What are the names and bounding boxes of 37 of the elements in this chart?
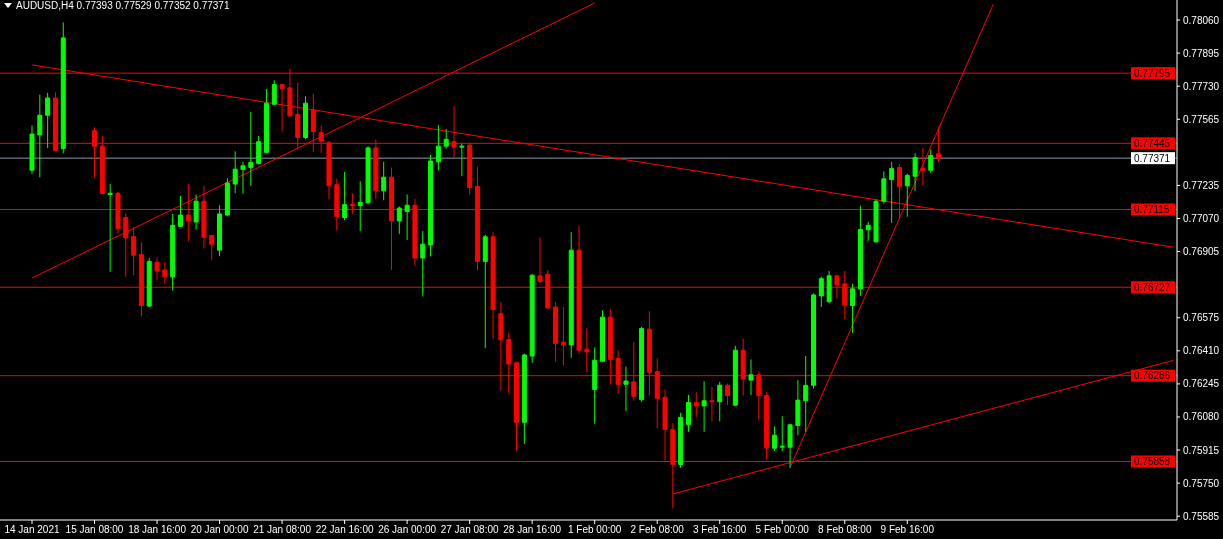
ref-line-label: 0.77795 [1134, 67, 1171, 79]
y-tick-label: 0.76245 [1183, 378, 1220, 390]
ref-line-label: 0.77115 [1134, 203, 1170, 215]
y-tick-label: 0.75585 [1183, 510, 1220, 522]
x-tick-label: 9 Feb 16:00 [880, 524, 935, 535]
x-tick-label: 21 Jan 08:00 [253, 524, 312, 535]
y-tick-label: 0.76410 [1183, 345, 1220, 357]
x-tick-label: 15 Jan 08:00 [65, 524, 124, 535]
x-tick-label: 18 Jan 16:00 [128, 524, 187, 535]
x-tick-label: 3 Feb 16:00 [693, 524, 747, 535]
y-tick-label: 0.76575 [1183, 312, 1220, 324]
x-tick-label: 14 Jan 2021 [4, 524, 60, 535]
x-tick-label: 5 Feb 00:00 [755, 524, 810, 535]
chart-title: AUDUSD,H4 0.77393 0.77529 0.77352 0.77371 [16, 0, 230, 11]
ref-line-label: 0.76727 [1134, 281, 1171, 293]
y-tick-label: 0.77070 [1183, 213, 1220, 224]
ref-line-label: 0.77445 [1134, 137, 1171, 149]
x-tick-label: 8 Feb 08:00 [818, 524, 872, 535]
y-tick-label: 0.75750 [1183, 477, 1220, 489]
x-tick-label: 27 Jan 08:00 [440, 524, 499, 535]
y-tick-label: 0.76905 [1183, 246, 1220, 258]
y-tick-label: 0.77235 [1183, 179, 1220, 191]
ref-line-label: 0.77371 [1134, 152, 1171, 164]
x-tick-label: 28 Jan 16:00 [503, 524, 562, 535]
x-tick-label: 1 Feb 00:00 [568, 524, 622, 535]
y-tick-label: 0.75915 [1183, 444, 1220, 456]
x-tick-label: 22 Jan 16:00 [315, 524, 374, 535]
y-tick-label: 0.78060 [1183, 14, 1220, 26]
x-tick-label: 26 Jan 00:00 [378, 524, 437, 535]
x-tick-label: 20 Jan 00:00 [190, 524, 249, 535]
x-tick-label: 2 Feb 08:00 [630, 524, 685, 535]
y-tick-label: 0.76080 [1183, 411, 1220, 423]
ref-line-label: 0.76286 [1134, 370, 1171, 382]
y-tick-label: 0.77895 [1183, 47, 1220, 59]
ref-line-label: 0.75858 [1134, 455, 1171, 467]
y-tick-label: 0.77730 [1183, 80, 1220, 92]
y-tick-label: 0.77565 [1183, 113, 1220, 125]
